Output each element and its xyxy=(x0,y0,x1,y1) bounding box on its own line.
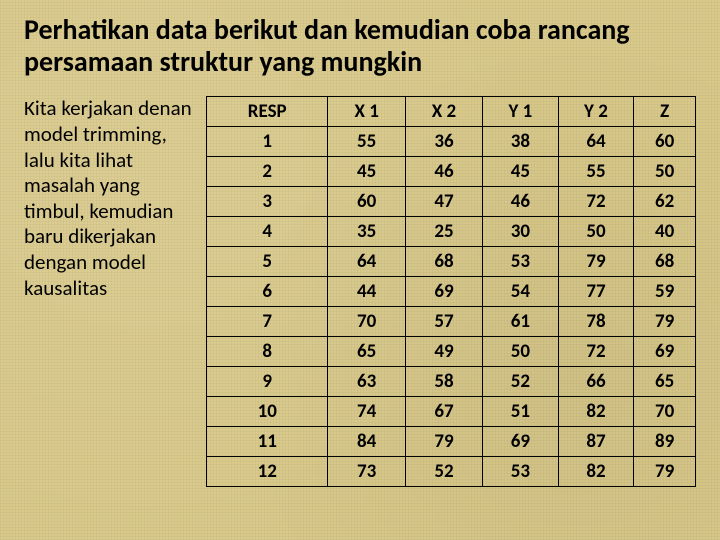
data-table: RESP X 1 X 2 Y 1 Y 2 Z 15536386460245464… xyxy=(206,96,696,487)
table-cell: 59 xyxy=(634,277,696,307)
col-resp: RESP xyxy=(207,97,328,127)
table-cell: 38 xyxy=(483,127,559,157)
table-row: 127352538279 xyxy=(207,457,696,487)
table-cell: 50 xyxy=(558,217,634,247)
table-cell: 49 xyxy=(405,337,482,367)
table-row: 77057617879 xyxy=(207,307,696,337)
table-row: 56468537968 xyxy=(207,247,696,277)
table-cell: 60 xyxy=(634,127,696,157)
table-cell: 64 xyxy=(558,127,634,157)
table-cell: 79 xyxy=(634,307,696,337)
table-cell: 54 xyxy=(483,277,559,307)
table-cell: 10 xyxy=(207,397,328,427)
table-cell: 55 xyxy=(328,127,405,157)
table-cell: 89 xyxy=(634,427,696,457)
table-cell: 77 xyxy=(558,277,634,307)
table-cell: 69 xyxy=(634,337,696,367)
col-z: Z xyxy=(634,97,696,127)
table-cell: 44 xyxy=(328,277,405,307)
table-row: 107467518270 xyxy=(207,397,696,427)
table-cell: 3 xyxy=(207,187,328,217)
table-cell: 51 xyxy=(483,397,559,427)
side-paragraph: Kita kerjakan denan model trimming, lalu… xyxy=(24,96,192,487)
table-cell: 70 xyxy=(328,307,405,337)
table-cell: 53 xyxy=(483,247,559,277)
table-cell: 30 xyxy=(483,217,559,247)
table-row: 43525305040 xyxy=(207,217,696,247)
col-x2: X 2 xyxy=(405,97,482,127)
table-cell: 65 xyxy=(328,337,405,367)
table-cell: 67 xyxy=(405,397,482,427)
table-cell: 45 xyxy=(328,157,405,187)
table-cell: 64 xyxy=(328,247,405,277)
table-cell: 65 xyxy=(634,367,696,397)
table-row: 86549507269 xyxy=(207,337,696,367)
table-cell: 6 xyxy=(207,277,328,307)
table-row: 24546455550 xyxy=(207,157,696,187)
table-cell: 2 xyxy=(207,157,328,187)
table-cell: 68 xyxy=(634,247,696,277)
table-cell: 35 xyxy=(328,217,405,247)
col-y2: Y 2 xyxy=(558,97,634,127)
table-cell: 45 xyxy=(483,157,559,187)
table-cell: 40 xyxy=(634,217,696,247)
table-cell: 58 xyxy=(405,367,482,397)
table-cell: 66 xyxy=(558,367,634,397)
table-cell: 82 xyxy=(558,397,634,427)
table-cell: 12 xyxy=(207,457,328,487)
table-cell: 8 xyxy=(207,337,328,367)
table-cell: 63 xyxy=(328,367,405,397)
table-cell: 55 xyxy=(558,157,634,187)
table-cell: 50 xyxy=(483,337,559,367)
table-cell: 50 xyxy=(634,157,696,187)
table-cell: 52 xyxy=(483,367,559,397)
table-row: 15536386460 xyxy=(207,127,696,157)
table-header-row: RESP X 1 X 2 Y 1 Y 2 Z xyxy=(207,97,696,127)
table-cell: 70 xyxy=(634,397,696,427)
table-cell: 73 xyxy=(328,457,405,487)
table-cell: 52 xyxy=(405,457,482,487)
table-cell: 87 xyxy=(558,427,634,457)
table-cell: 68 xyxy=(405,247,482,277)
data-table-wrap: RESP X 1 X 2 Y 1 Y 2 Z 15536386460245464… xyxy=(206,96,696,487)
table-cell: 69 xyxy=(405,277,482,307)
table-cell: 36 xyxy=(405,127,482,157)
col-y1: Y 1 xyxy=(483,97,559,127)
table-cell: 82 xyxy=(558,457,634,487)
table-cell: 5 xyxy=(207,247,328,277)
table-cell: 79 xyxy=(558,247,634,277)
table-cell: 25 xyxy=(405,217,482,247)
content-row: Kita kerjakan denan model trimming, lalu… xyxy=(24,96,696,487)
table-cell: 53 xyxy=(483,457,559,487)
table-cell: 47 xyxy=(405,187,482,217)
table-cell: 72 xyxy=(558,337,634,367)
table-cell: 79 xyxy=(405,427,482,457)
table-cell: 46 xyxy=(405,157,482,187)
table-cell: 74 xyxy=(328,397,405,427)
table-row: 36047467262 xyxy=(207,187,696,217)
table-cell: 62 xyxy=(634,187,696,217)
table-cell: 69 xyxy=(483,427,559,457)
table-body: 1553638646024546455550360474672624352530… xyxy=(207,127,696,487)
table-cell: 57 xyxy=(405,307,482,337)
table-cell: 61 xyxy=(483,307,559,337)
table-cell: 72 xyxy=(558,187,634,217)
table-cell: 78 xyxy=(558,307,634,337)
page-title: Perhatikan data berikut dan kemudian cob… xyxy=(24,14,696,78)
table-cell: 9 xyxy=(207,367,328,397)
table-cell: 1 xyxy=(207,127,328,157)
table-cell: 4 xyxy=(207,217,328,247)
table-cell: 79 xyxy=(634,457,696,487)
table-row: 64469547759 xyxy=(207,277,696,307)
table-row: 96358526665 xyxy=(207,367,696,397)
table-cell: 84 xyxy=(328,427,405,457)
col-x1: X 1 xyxy=(328,97,405,127)
table-cell: 11 xyxy=(207,427,328,457)
table-cell: 46 xyxy=(483,187,559,217)
table-cell: 7 xyxy=(207,307,328,337)
table-cell: 60 xyxy=(328,187,405,217)
table-row: 118479698789 xyxy=(207,427,696,457)
